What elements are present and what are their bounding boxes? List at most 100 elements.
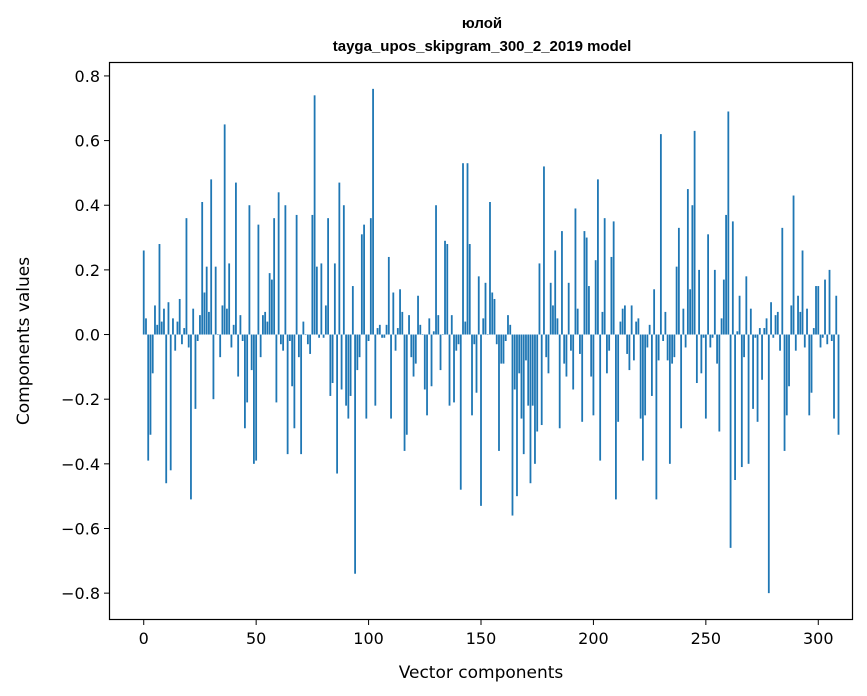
bar (394, 334, 397, 351)
bar (522, 334, 525, 455)
bar (545, 334, 548, 358)
bar (345, 334, 347, 406)
bar (549, 282, 552, 335)
bar (401, 311, 404, 335)
bar (372, 88, 374, 335)
bar (500, 334, 503, 364)
bar (356, 334, 359, 371)
bar (716, 334, 718, 364)
bar (574, 208, 577, 335)
bar (385, 324, 388, 335)
bar (561, 231, 563, 335)
bar (320, 263, 323, 335)
bar (464, 321, 467, 335)
bar (282, 334, 285, 351)
bar (338, 182, 341, 335)
x-tick-label: 300 (803, 629, 834, 648)
bar (142, 250, 145, 335)
bar (450, 315, 453, 335)
bar (165, 334, 168, 484)
bar (767, 334, 770, 594)
bar (588, 286, 590, 335)
bar (797, 295, 799, 335)
bar (466, 163, 469, 335)
bar (349, 334, 352, 396)
bar (453, 334, 455, 403)
bar (302, 321, 305, 335)
x-axis-ticks: 0 50 100 150 200 250 300 (139, 619, 834, 648)
bar (648, 324, 651, 335)
bar (235, 182, 237, 335)
bar (291, 334, 294, 387)
bar (257, 224, 260, 335)
bar (812, 328, 815, 335)
bar (208, 311, 210, 335)
bar (399, 289, 401, 335)
bar (518, 334, 521, 374)
bar (801, 250, 804, 335)
bar (736, 331, 739, 335)
bar (340, 334, 343, 390)
bar (396, 328, 399, 335)
bar (239, 315, 242, 335)
bar (491, 292, 494, 335)
bar (192, 308, 195, 335)
y-tick-label: −0.6 (61, 519, 100, 538)
bar (563, 334, 566, 364)
y-tick-label: −0.2 (61, 390, 100, 409)
bar (821, 334, 824, 338)
bar (673, 334, 676, 358)
bar (507, 315, 509, 335)
bar (374, 334, 377, 406)
bar (444, 240, 446, 335)
bar (300, 334, 303, 455)
bar (495, 334, 498, 345)
bar (824, 279, 826, 335)
bar (835, 295, 838, 335)
bar (698, 269, 700, 335)
bar (212, 334, 215, 400)
bar (412, 334, 415, 377)
bar (315, 266, 318, 335)
bar (556, 318, 559, 335)
x-tick-label: 200 (578, 629, 609, 648)
bar (624, 305, 626, 335)
bar (543, 166, 545, 335)
bar (360, 234, 363, 335)
bar (610, 256, 613, 335)
bar (619, 321, 622, 335)
bar (693, 130, 696, 335)
bar (734, 334, 736, 480)
bar (378, 324, 381, 335)
bar (570, 334, 572, 351)
bar (740, 334, 743, 468)
bar (752, 334, 754, 409)
bar (554, 250, 557, 335)
bar (426, 334, 428, 416)
bar (691, 205, 694, 335)
bar (516, 334, 518, 497)
bar (630, 305, 633, 335)
bar (486, 334, 489, 336)
bar (621, 308, 624, 335)
bar (700, 334, 703, 374)
bar (599, 334, 602, 461)
bar (531, 334, 534, 406)
bar (448, 334, 451, 406)
bar (187, 334, 190, 348)
bar (567, 282, 570, 335)
y-tick-label: −0.4 (61, 455, 100, 474)
bar (194, 334, 197, 409)
bar (552, 305, 554, 335)
bar (653, 289, 656, 335)
bar (799, 311, 802, 335)
bar (713, 269, 716, 335)
bar (792, 195, 795, 335)
bar (151, 334, 154, 374)
bar (250, 334, 253, 371)
bar (837, 334, 840, 435)
bar (205, 266, 208, 335)
bar (659, 134, 662, 335)
bar (689, 289, 692, 335)
bar (540, 334, 543, 426)
